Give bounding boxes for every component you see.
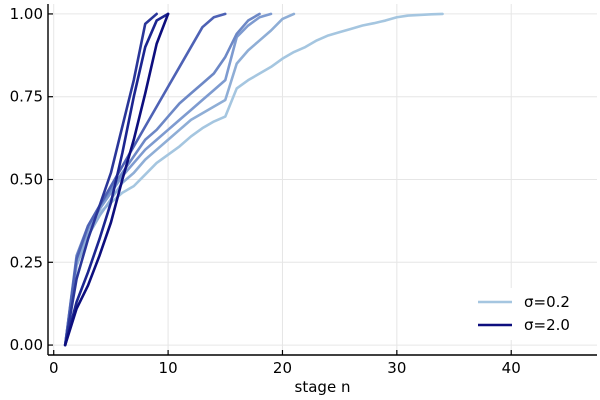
grid: [48, 4, 597, 355]
y-tick-label: 0.25: [10, 253, 43, 271]
series-line-0: [63, 12, 444, 347]
series-lines: [63, 12, 444, 347]
x-tick-label: 40: [502, 359, 521, 377]
x-tick-label: 10: [159, 359, 178, 377]
y-tick-label: 0.00: [10, 336, 43, 354]
series-line-7: [63, 12, 170, 347]
y-tick-label: 0.75: [10, 88, 43, 106]
y-tick-label: 1.00: [10, 5, 43, 23]
legend: σ=0.2 σ=2.0: [472, 288, 590, 340]
series-line-5: [63, 12, 158, 347]
series-line-1: [63, 12, 296, 347]
series-line-4: [63, 12, 227, 347]
x-tick-label: 20: [273, 359, 292, 377]
y-tick-label: 0.50: [10, 171, 43, 189]
legend-label-sigma-2-0: σ=2.0: [524, 316, 570, 334]
x-axis-label: stage n: [295, 378, 351, 396]
ticks: 0 10 20 30 40 0.00 0.25 0.50 0.75 1.00: [10, 5, 521, 377]
x-tick-label: 0: [49, 359, 59, 377]
series-line-6: [63, 12, 170, 347]
legend-label-sigma-0-2: σ=0.2: [524, 293, 570, 311]
x-tick-label: 30: [387, 359, 406, 377]
legend-box: [472, 288, 590, 340]
